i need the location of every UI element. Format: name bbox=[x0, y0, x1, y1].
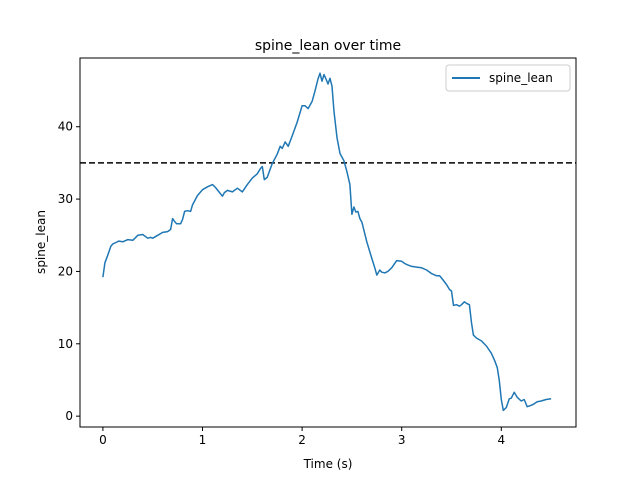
y-tick-label: 40 bbox=[58, 120, 73, 134]
legend: spine_lean bbox=[445, 64, 571, 92]
x-tick-label: 1 bbox=[199, 433, 207, 447]
x-tick-label: 3 bbox=[398, 433, 406, 447]
chart-title: spine_lean over time bbox=[255, 38, 401, 54]
x-axis-label: Time (s) bbox=[303, 457, 353, 471]
y-tick-label: 10 bbox=[58, 337, 73, 351]
x-tick-label: 0 bbox=[99, 433, 107, 447]
y-axis-label: spine_lean bbox=[34, 210, 48, 274]
x-tick-label: 4 bbox=[497, 433, 505, 447]
x-tick-label: 2 bbox=[298, 433, 306, 447]
legend-label: spine_lean bbox=[489, 71, 553, 85]
y-tick-label: 20 bbox=[58, 264, 73, 278]
y-tick-label: 30 bbox=[58, 192, 73, 206]
y-tick-label: 0 bbox=[65, 409, 73, 423]
legend-box bbox=[445, 64, 571, 92]
plot-frame bbox=[79, 57, 577, 428]
series-line-spine-lean bbox=[102, 72, 552, 412]
